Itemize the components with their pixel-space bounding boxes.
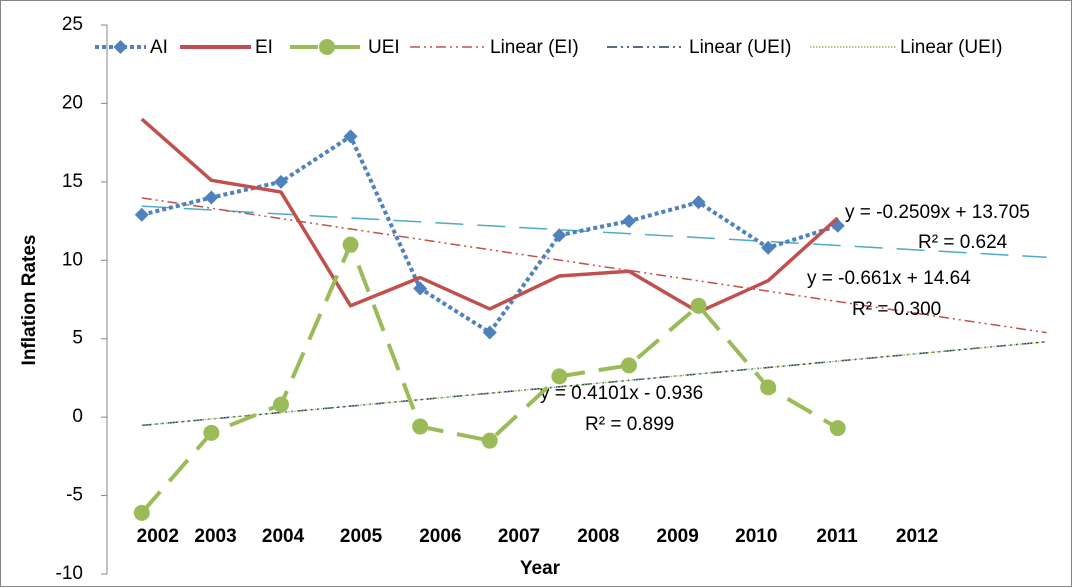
legend-label: UEI bbox=[368, 37, 400, 58]
x-tick-label: 2011 bbox=[816, 526, 858, 547]
point-marker bbox=[273, 174, 288, 189]
point-marker bbox=[412, 418, 429, 435]
point-marker bbox=[413, 281, 428, 296]
trend-equation: y = -0.661x + 14.64 bbox=[807, 268, 971, 289]
x-tick-label: 2012 bbox=[896, 526, 938, 547]
trend-r2: R² = 0.300 bbox=[852, 299, 941, 320]
legend-label: Linear (UEI) bbox=[900, 37, 1002, 58]
point-marker bbox=[621, 214, 636, 229]
trend-equation: y = 0.4101x - 0.936 bbox=[540, 383, 703, 404]
point-marker bbox=[690, 297, 707, 314]
trend-equation: y = -0.2509x + 13.705 bbox=[845, 202, 1030, 223]
point-marker bbox=[760, 379, 777, 396]
point-marker bbox=[551, 368, 568, 385]
point-marker bbox=[552, 228, 567, 243]
point-marker bbox=[482, 325, 497, 340]
trendline bbox=[141, 205, 1047, 259]
point-marker bbox=[133, 504, 150, 521]
point-marker bbox=[691, 195, 706, 210]
y-axis-title: Inflation Rates bbox=[19, 235, 40, 366]
legend-marker bbox=[319, 39, 335, 55]
point-marker bbox=[342, 236, 359, 253]
y-tick-label: -10 bbox=[56, 563, 83, 584]
point-marker bbox=[272, 396, 289, 413]
point-marker bbox=[829, 420, 846, 437]
x-tick-label: 2010 bbox=[735, 526, 777, 547]
x-tick-label: 2007 bbox=[498, 526, 540, 547]
x-tick-label: 2004 bbox=[262, 526, 305, 547]
x-tick-label: 2002 bbox=[137, 526, 179, 547]
legend-label: EI bbox=[255, 37, 273, 58]
series-line bbox=[140, 117, 839, 314]
y-tick-label: 5 bbox=[72, 328, 83, 349]
legend-label: Linear (UEI) bbox=[689, 37, 791, 58]
y-tick-label: 0 bbox=[72, 406, 83, 427]
x-tick-label: 2003 bbox=[194, 526, 236, 547]
y-tick-label: 25 bbox=[62, 14, 83, 35]
trend-r2: R² = 0.899 bbox=[585, 414, 674, 435]
trendline bbox=[141, 197, 1047, 334]
x-tick-label: 2006 bbox=[419, 526, 461, 547]
x-tick-label: 2005 bbox=[340, 526, 383, 547]
legend-label: Linear (EI) bbox=[490, 37, 579, 58]
point-marker bbox=[481, 432, 498, 449]
y-tick-label: 10 bbox=[62, 249, 83, 270]
y-tick-label: -5 bbox=[66, 485, 83, 506]
y-tick-label: 15 bbox=[62, 171, 83, 192]
trendline bbox=[141, 341, 1047, 426]
point-marker bbox=[134, 207, 149, 222]
x-axis-title: Year bbox=[520, 558, 561, 579]
legend-label: AI bbox=[150, 37, 168, 58]
y-tick-label: 20 bbox=[62, 92, 83, 113]
x-tick-label: 2009 bbox=[657, 526, 699, 547]
point-marker bbox=[761, 240, 776, 255]
point-marker bbox=[620, 357, 637, 374]
x-tick-label: 2008 bbox=[577, 526, 619, 547]
trend-r2: R² = 0.624 bbox=[918, 232, 1008, 253]
point-marker bbox=[203, 424, 220, 441]
legend-marker bbox=[113, 40, 128, 54]
point-marker bbox=[204, 190, 219, 205]
point-marker bbox=[343, 129, 358, 144]
